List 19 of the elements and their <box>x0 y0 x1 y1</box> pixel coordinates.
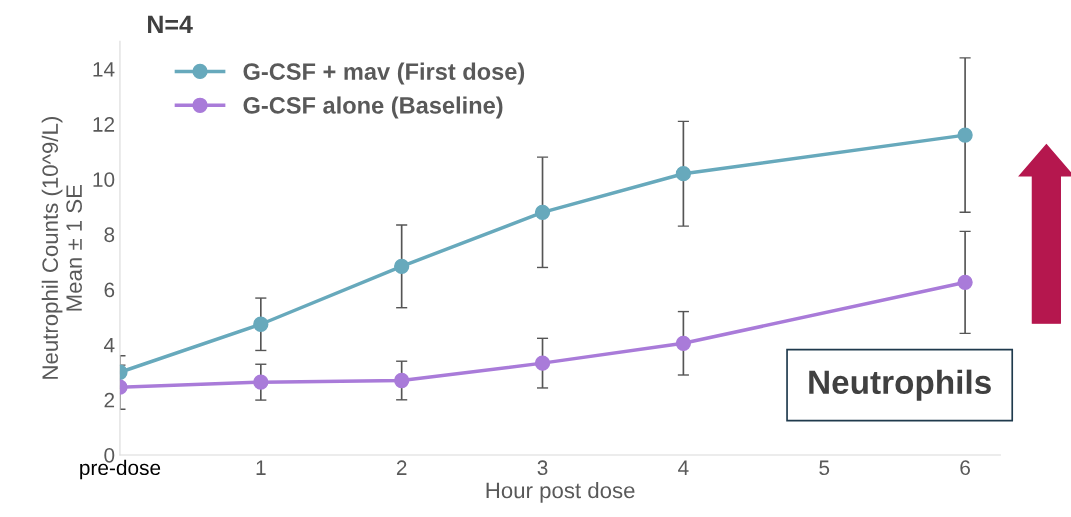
x-tick-label: 3 <box>537 460 548 476</box>
y-tick-label: 6 <box>104 282 115 298</box>
x-tick-label: 2 <box>396 460 407 475</box>
y-tick-label: 14 <box>93 62 115 77</box>
x-tick-label: 6 <box>960 460 970 476</box>
legend-label: G-CSF + mav (First dose) <box>243 62 525 85</box>
y-tick-label: 10 <box>93 172 115 187</box>
chart-title: N=4 <box>148 15 193 34</box>
y-axis-title: Neutrophil Counts (10^9/L) Mean ± 1 SE <box>41 117 82 379</box>
x-axis-title: Hour post dose <box>486 482 635 503</box>
x-tick-label: 4 <box>678 460 689 475</box>
y-tick-label: 2 <box>104 392 115 408</box>
annotation: Neutrophils <box>809 369 991 401</box>
y-tick-label: 4 <box>103 337 115 353</box>
y-tick-label: 8 <box>104 227 115 243</box>
legend-label: G-CSF alone (Baseline) <box>243 96 503 119</box>
y-tick-label: 12 <box>93 117 115 132</box>
x-tick-label: 1 <box>256 460 266 475</box>
x-tick-label: 5 <box>819 460 830 476</box>
